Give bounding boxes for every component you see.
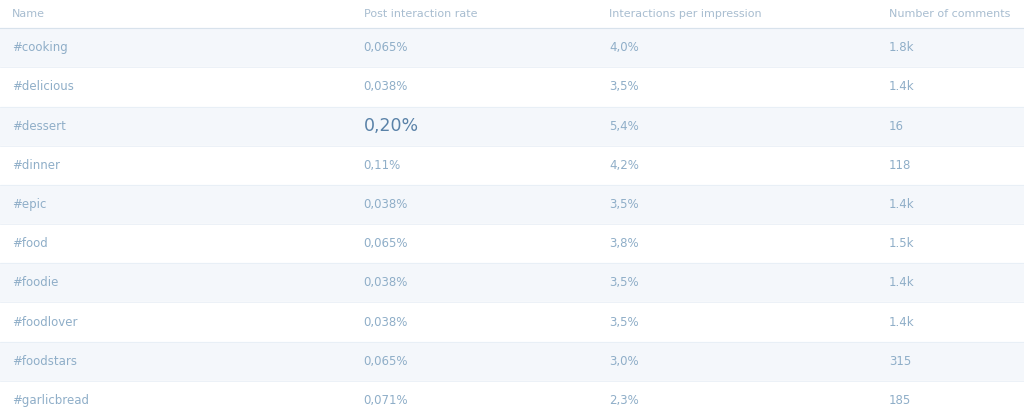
Text: #dinner: #dinner [12, 159, 60, 172]
Text: 1.4k: 1.4k [889, 315, 914, 328]
Text: Number of comments: Number of comments [889, 9, 1011, 19]
Text: 0,038%: 0,038% [364, 315, 408, 328]
Text: 4,0%: 4,0% [609, 41, 639, 54]
Bar [0, 341, 1024, 381]
Bar [0, 28, 1024, 67]
Text: #foodlover: #foodlover [12, 315, 78, 328]
Bar [0, 263, 1024, 302]
Text: 5,4%: 5,4% [609, 120, 639, 133]
Text: 1.4k: 1.4k [889, 198, 914, 211]
Text: 3,5%: 3,5% [609, 315, 639, 328]
Bar [0, 67, 1024, 107]
Text: 0,20%: 0,20% [364, 117, 419, 135]
Bar [0, 146, 1024, 185]
Text: 0,038%: 0,038% [364, 276, 408, 289]
Text: 0,038%: 0,038% [364, 198, 408, 211]
Text: #delicious: #delicious [12, 80, 74, 93]
Text: 0,038%: 0,038% [364, 80, 408, 93]
Text: #food: #food [12, 237, 48, 250]
Text: #garlicbread: #garlicbread [12, 394, 89, 407]
Text: #foodie: #foodie [12, 276, 58, 289]
Text: 3,5%: 3,5% [609, 80, 639, 93]
Text: #epic: #epic [12, 198, 47, 211]
Text: 185: 185 [889, 394, 911, 407]
Text: 0,071%: 0,071% [364, 394, 409, 407]
Bar [0, 185, 1024, 224]
Text: 0,11%: 0,11% [364, 159, 400, 172]
Text: 0,065%: 0,065% [364, 237, 408, 250]
Text: 3,5%: 3,5% [609, 276, 639, 289]
Text: 0,065%: 0,065% [364, 41, 408, 54]
Text: 0,065%: 0,065% [364, 355, 408, 368]
Text: 315: 315 [889, 355, 911, 368]
Bar [0, 302, 1024, 341]
Bar [0, 107, 1024, 146]
Text: 3,5%: 3,5% [609, 198, 639, 211]
Text: 1.5k: 1.5k [889, 237, 914, 250]
Text: 1.4k: 1.4k [889, 276, 914, 289]
Text: Post interaction rate: Post interaction rate [364, 9, 477, 19]
Bar [0, 381, 1024, 420]
Text: Name: Name [12, 9, 45, 19]
Text: 3,8%: 3,8% [609, 237, 639, 250]
Text: 16: 16 [889, 120, 904, 133]
Bar [0, 224, 1024, 263]
Text: #cooking: #cooking [12, 41, 68, 54]
Text: Interactions per impression: Interactions per impression [609, 9, 762, 19]
Text: 2,3%: 2,3% [609, 394, 639, 407]
Text: 1.4k: 1.4k [889, 80, 914, 93]
Text: 118: 118 [889, 159, 911, 172]
Text: 1.8k: 1.8k [889, 41, 914, 54]
Text: 3,0%: 3,0% [609, 355, 639, 368]
Text: #dessert: #dessert [12, 120, 67, 133]
Text: 4,2%: 4,2% [609, 159, 639, 172]
Text: #foodstars: #foodstars [12, 355, 77, 368]
